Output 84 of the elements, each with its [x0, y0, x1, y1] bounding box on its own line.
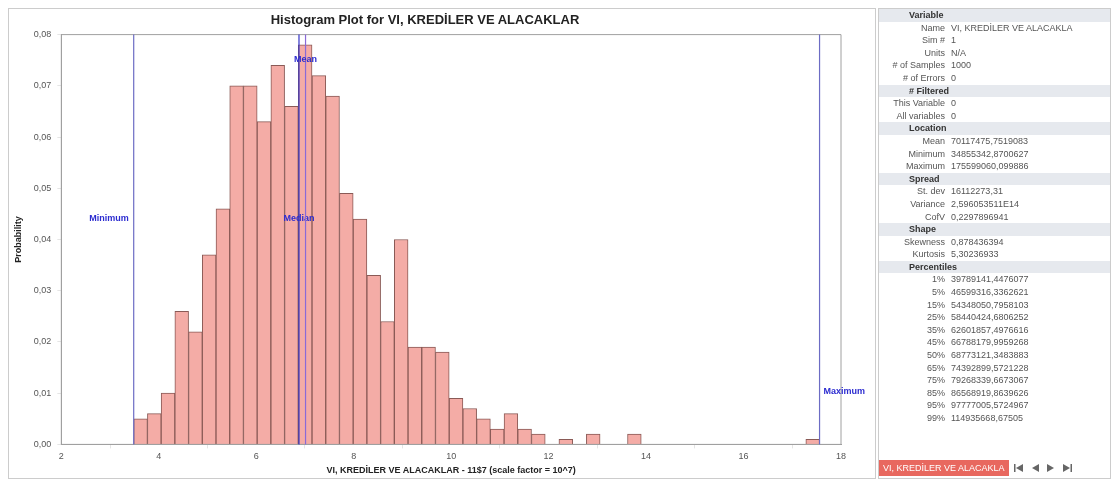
text: 114935668,67505 — [951, 413, 1023, 423]
text: 74392899,5721228 — [951, 362, 1029, 373]
ref-line-label: Minimum — [89, 213, 129, 224]
y-tick-label: 0,05 — [33, 182, 52, 193]
text: 16112273,31 — [951, 186, 1003, 197]
category-label: 15% — [926, 299, 945, 310]
category-label: 50% — [926, 350, 945, 361]
x-axis-title: VI, KREDİLER VE ALACAKLAR - 11$7 (scale factor = 10^7) — [326, 465, 576, 476]
text: 86568919,8639626 — [951, 387, 1029, 398]
text: 0 — [951, 72, 957, 83]
category-label: 45% — [926, 337, 945, 348]
category-label: Mean — [922, 135, 945, 146]
category-label: 85% — [926, 387, 945, 398]
text: N/A — [951, 47, 967, 58]
category-label: # of Errors — [902, 72, 945, 83]
y-tick-label: 0,02 — [33, 336, 52, 347]
x-tick-label: 4 — [156, 451, 162, 462]
category-label: All variables — [896, 110, 945, 121]
text: 0 — [951, 110, 957, 121]
text: 2,596053511E14 — [951, 198, 1019, 209]
category-label: St. dev — [916, 186, 945, 197]
x-tick-label: 12 — [543, 451, 554, 462]
text: VI, KREDİLER VE ALACAKLA — [879, 460, 1009, 476]
text: 1 — [951, 35, 957, 46]
x-tick-label: 10 — [446, 451, 457, 462]
category-label: 75% — [926, 375, 945, 386]
y-tick-label: 0,03 — [33, 285, 52, 296]
category-label: 99% — [926, 413, 945, 423]
x-tick-label: 14 — [641, 451, 652, 462]
x-tick-label: 18 — [835, 451, 847, 462]
text: 34855342,8700627 — [951, 148, 1029, 159]
text: 0,2297896941 — [951, 211, 1009, 222]
text: 54348050,7958103 — [951, 299, 1029, 310]
category-label: Sim # — [921, 35, 945, 46]
category-label: 1% — [931, 274, 945, 285]
text: 1000 — [951, 60, 972, 71]
category-label: Maximum — [905, 161, 945, 172]
x-tick-label: 16 — [738, 451, 749, 462]
category-label: Spread — [909, 173, 940, 184]
text: 175599060,099886 — [951, 161, 1029, 172]
category-label: # of Samples — [892, 60, 945, 71]
category-label: Shape — [909, 224, 937, 235]
y-tick-label: 0,00 — [33, 438, 52, 449]
text: 46599316,3362621 — [951, 287, 1029, 298]
category-label: Minimum — [908, 148, 945, 159]
category-label: Skewness — [903, 236, 945, 247]
text: VI, KREDİLER VE ALACAKLA — [951, 22, 1073, 33]
category-label: 65% — [926, 362, 945, 373]
y-tick-label: 0,01 — [33, 387, 52, 398]
y-tick-label: 0,07 — [33, 80, 52, 91]
category-label: 5% — [931, 287, 945, 298]
ref-line-label: Maximum — [823, 385, 866, 396]
text: 79268339,6673067 — [951, 375, 1029, 386]
text: 39789141,4476077 — [951, 274, 1029, 285]
text: 66788179,9959268 — [951, 337, 1029, 348]
category-label: This Variable — [893, 98, 945, 109]
category-label: 25% — [926, 312, 945, 323]
category-label: Location — [909, 123, 947, 134]
category-label: Variable — [909, 10, 944, 20]
y-tick-label: 0,06 — [33, 131, 52, 142]
y-tick-label: 0,08 — [33, 29, 52, 40]
text: 0 — [951, 98, 957, 109]
category-label: # Filtered — [909, 85, 950, 96]
text: 5,30236933 — [951, 249, 999, 260]
category-label: 35% — [926, 324, 945, 335]
text: 68773121,3483883 — [951, 350, 1029, 361]
y-axis-title: Probability — [12, 216, 23, 263]
text: 70117475,7519083 — [951, 135, 1028, 146]
text: 0,878436394 — [951, 236, 1004, 247]
text: 62601857,4976616 — [951, 324, 1029, 335]
category-label: 95% — [926, 400, 945, 411]
category-label: Name — [920, 22, 945, 33]
category-label: CofV — [924, 211, 945, 222]
category-label: Percentiles — [909, 261, 958, 272]
text: 58440424,6806252 — [951, 312, 1029, 323]
category-label: Units — [924, 47, 945, 58]
x-tick-label: 6 — [253, 451, 259, 462]
text: 97777005,5724967 — [951, 400, 1029, 411]
chart-title: Histogram Plot for VI, KREDİLER VE ALACAKLAR — [270, 12, 580, 28]
y-tick-label: 0,04 — [33, 233, 52, 244]
category-label: Kurtosis — [912, 249, 945, 260]
x-tick-label: 2 — [58, 451, 64, 462]
category-label: Variance — [910, 198, 945, 209]
x-tick-label: 8 — [351, 451, 357, 462]
